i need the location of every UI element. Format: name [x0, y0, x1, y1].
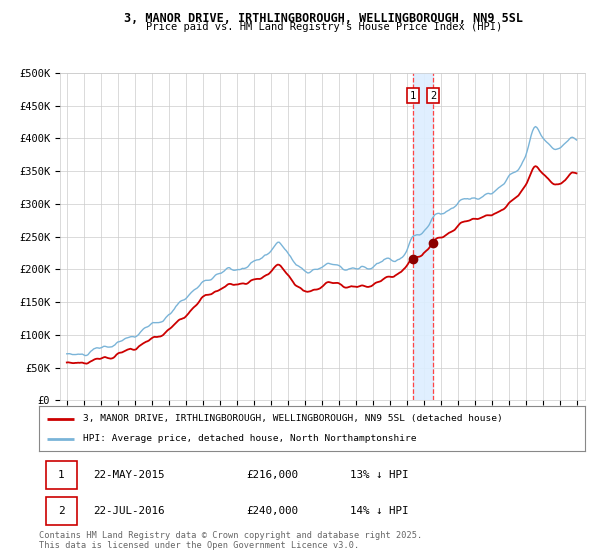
Text: 14% ↓ HPI: 14% ↓ HPI	[350, 506, 409, 516]
Text: £240,000: £240,000	[247, 506, 298, 516]
Text: £216,000: £216,000	[247, 470, 298, 480]
Text: 3, MANOR DRIVE, IRTHLINGBOROUGH, WELLINGBOROUGH, NN9 5SL: 3, MANOR DRIVE, IRTHLINGBOROUGH, WELLING…	[125, 12, 523, 25]
FancyBboxPatch shape	[46, 461, 77, 489]
Text: Price paid vs. HM Land Registry's House Price Index (HPI): Price paid vs. HM Land Registry's House …	[146, 22, 502, 32]
Text: 22-JUL-2016: 22-JUL-2016	[94, 506, 165, 516]
Text: 1: 1	[58, 470, 65, 480]
Text: 3, MANOR DRIVE, IRTHLINGBOROUGH, WELLINGBOROUGH, NN9 5SL (detached house): 3, MANOR DRIVE, IRTHLINGBOROUGH, WELLING…	[83, 414, 502, 423]
Text: 1: 1	[410, 91, 416, 101]
Text: 2: 2	[430, 91, 436, 101]
Text: 2: 2	[58, 506, 65, 516]
Bar	[413, 73, 433, 400]
Text: HPI: Average price, detached house, North Northamptonshire: HPI: Average price, detached house, Nort…	[83, 434, 416, 443]
FancyBboxPatch shape	[46, 497, 77, 525]
Text: 13% ↓ HPI: 13% ↓ HPI	[350, 470, 409, 480]
Text: 22-MAY-2015: 22-MAY-2015	[94, 470, 165, 480]
Text: Contains HM Land Registry data © Crown copyright and database right 2025.
This d: Contains HM Land Registry data © Crown c…	[39, 531, 422, 550]
